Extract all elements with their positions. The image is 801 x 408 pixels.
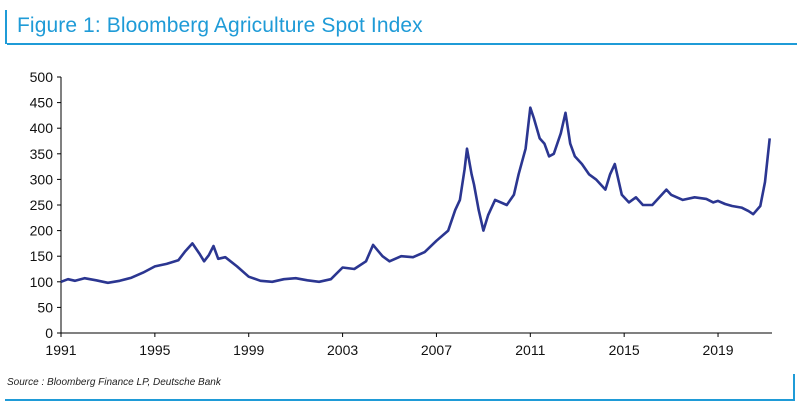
x-tick-label: 2015: [609, 342, 640, 358]
plot-area: [60, 106, 771, 285]
x-tick-label: 2003: [327, 342, 358, 358]
chart-title: Figure 1: Bloomberg Agriculture Spot Ind…: [17, 14, 423, 37]
bottom-divider: [5, 399, 795, 401]
y-tick-label: 150: [30, 248, 54, 264]
y-tick-label: 0: [45, 325, 53, 341]
x-axis: 1991 1995 1999 2003 2007 2011 2015 2019: [45, 332, 772, 358]
y-tick-label: 400: [30, 120, 54, 136]
y-tick-label: 500: [30, 69, 54, 85]
title-underline: [7, 43, 797, 45]
x-tick-label: 1995: [139, 342, 170, 358]
y-tick-label: 100: [30, 274, 54, 290]
y-tick-label: 250: [30, 197, 54, 213]
y-tick-label: 300: [30, 171, 54, 187]
y-tick-label: 200: [30, 223, 54, 239]
series-line: [60, 106, 771, 285]
x-tick-label: 1999: [233, 342, 264, 358]
y-tick-label: 50: [37, 299, 53, 315]
x-tick-label: 2019: [702, 342, 733, 358]
y-tick-label: 450: [30, 95, 54, 111]
corner-accent: [793, 374, 795, 401]
title-bar: Figure 1: Bloomberg Agriculture Spot Ind…: [5, 10, 797, 45]
y-axis: 0 50 100 150 200 250 300 350 400 450 500: [30, 69, 62, 341]
source-note: Source : Bloomberg Finance LP, Deutsche …: [7, 377, 221, 388]
x-tick-label: 2007: [421, 342, 452, 358]
x-tick-label: 2011: [515, 342, 545, 358]
y-tick-label: 350: [30, 146, 54, 162]
x-tick-label: 1991: [45, 342, 76, 358]
